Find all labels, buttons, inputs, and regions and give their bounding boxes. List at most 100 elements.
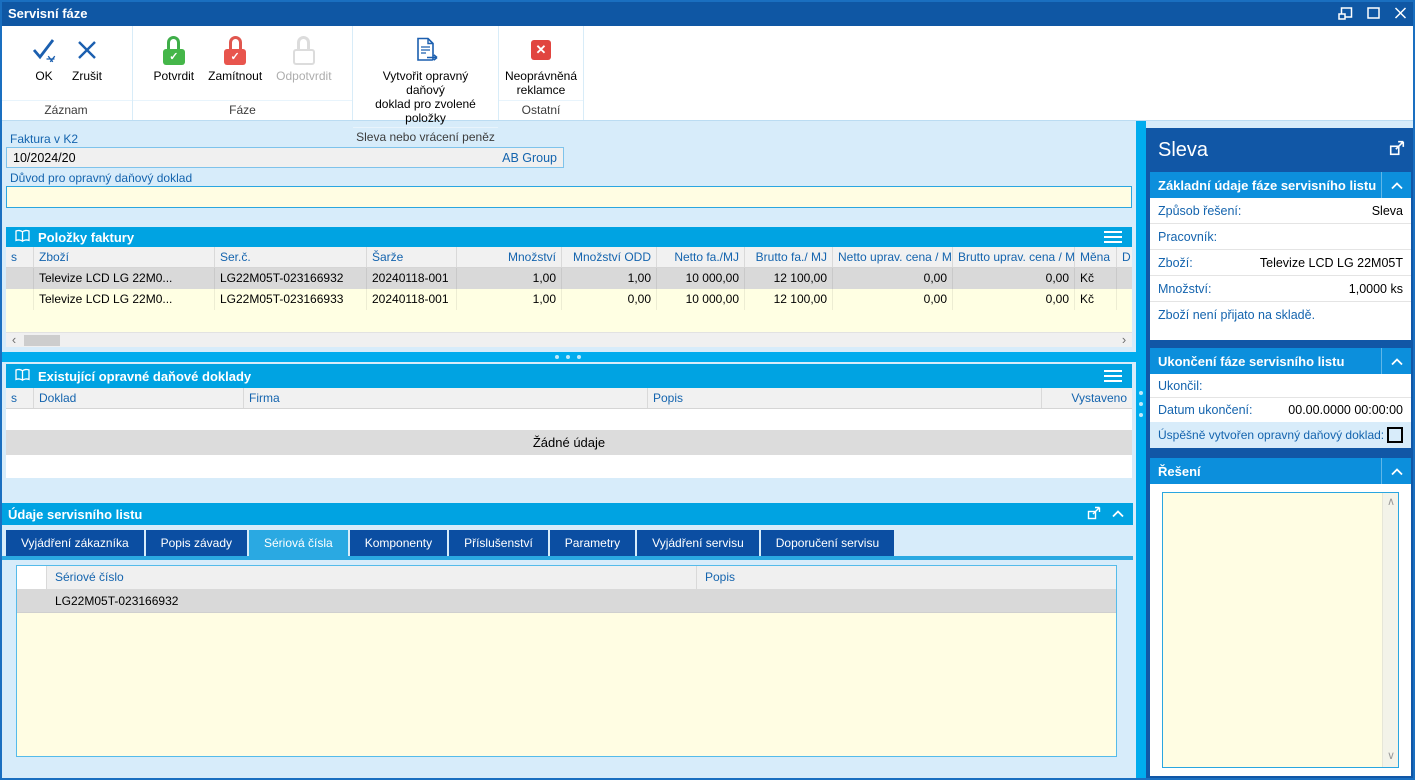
col-vystaveno[interactable]: Vystaveno bbox=[1071, 391, 1127, 405]
tab-parametry[interactable]: Parametry bbox=[549, 530, 636, 556]
scroll-right-icon[interactable]: › bbox=[1121, 332, 1127, 347]
empty-rows-area bbox=[6, 310, 1132, 332]
unconfirm-button: Odpotvrdit bbox=[270, 30, 337, 100]
tab-vyjadreni-servisu[interactable]: Vyjádření servisu bbox=[637, 530, 759, 556]
section-reseni: Řešení ∧ ∨ bbox=[1150, 458, 1411, 776]
lock-confirm-icon: ✓ bbox=[162, 34, 185, 66]
scroll-down-icon[interactable]: ∨ bbox=[1386, 750, 1396, 762]
col-netto-fa[interactable]: Netto fa./MJ bbox=[657, 247, 745, 267]
grid-menu-icon[interactable] bbox=[1102, 229, 1124, 245]
empty-row bbox=[6, 455, 1132, 478]
serial-numbers-table: Sériové číslo Popis LG22M05T-023166932 bbox=[16, 565, 1117, 757]
confirm-button-label: Potvrdit bbox=[153, 69, 195, 83]
tab-vyjadreni-zakaznika[interactable]: Vyjádření zákazníka bbox=[6, 530, 144, 556]
col-popis[interactable]: Popis bbox=[697, 566, 1116, 589]
close-icon[interactable] bbox=[1394, 7, 1407, 19]
scroll-left-icon[interactable]: ‹ bbox=[11, 332, 17, 347]
solution-textarea[interactable]: ∧ ∨ bbox=[1162, 492, 1399, 768]
col-mnozstvi-odd[interactable]: Množství ODD bbox=[562, 247, 657, 267]
group-caption-faze: Fáze bbox=[133, 100, 352, 120]
window-controls bbox=[1338, 6, 1407, 20]
col-brutto-uprav[interactable]: Brutto uprav. cena / MJ bbox=[953, 247, 1075, 267]
col-d[interactable]: D bbox=[1122, 250, 1131, 264]
col-s[interactable]: s bbox=[6, 388, 34, 408]
vertical-splitter[interactable] bbox=[1136, 121, 1146, 780]
col-doklad[interactable]: Doklad bbox=[34, 388, 244, 408]
reason-input[interactable] bbox=[6, 186, 1132, 208]
create-corrective-tax-document-button[interactable]: Vytvořit opravný daňový doklad pro zvole… bbox=[357, 30, 494, 127]
field-pracovnik: Pracovník: bbox=[1150, 224, 1411, 250]
window-title: Servisní fáze bbox=[8, 5, 88, 21]
col-brutto-fa[interactable]: Brutto fa./ MJ bbox=[745, 247, 833, 267]
ok-button-label: OK bbox=[35, 69, 53, 83]
maximize-icon[interactable] bbox=[1367, 7, 1380, 19]
book-icon bbox=[14, 229, 31, 246]
note-not-in-stock: Zboží není přijato na skladě. bbox=[1150, 302, 1411, 328]
invoice-items-column-headers: s Zboží Ser.č. Šarže Množství Množství O… bbox=[6, 247, 1132, 268]
tab-seriova-cisla[interactable]: Sériová čísla bbox=[249, 530, 348, 556]
confirm-button[interactable]: ✓ Potvrdit bbox=[147, 30, 200, 100]
col-s[interactable]: s bbox=[6, 247, 34, 267]
corrective-doc-created-checkbox[interactable] bbox=[1387, 427, 1403, 443]
unconfirm-button-label: Odpotvrdit bbox=[276, 69, 332, 83]
reason-field-label: Důvod pro opravný daňový doklad bbox=[10, 171, 193, 185]
table-row[interactable]: Televize LCD LG 22M0... LG22M05T-0231669… bbox=[6, 268, 1132, 289]
collapse-chevron-icon[interactable] bbox=[1381, 458, 1411, 484]
invoice-number: 10/2024/20 bbox=[13, 150, 76, 165]
group-faze: ✓ Potvrdit ✓ Zamítnout Odpotvrdit Fáze bbox=[133, 26, 353, 120]
tab-doporuceni-servisu[interactable]: Doporučení servisu bbox=[760, 530, 895, 556]
collapse-chevron-icon[interactable] bbox=[1381, 348, 1411, 374]
col-mena[interactable]: Měna bbox=[1075, 247, 1117, 267]
reject-button[interactable]: ✓ Zamítnout bbox=[202, 30, 268, 100]
ok-check-icon bbox=[30, 34, 58, 66]
lock-reject-icon: ✓ bbox=[224, 34, 247, 66]
horizontal-splitter[interactable] bbox=[0, 352, 1136, 362]
section-basic-data: Základní údaje fáze servisního listu Způ… bbox=[1150, 172, 1411, 340]
col-netto-uprav[interactable]: Netto uprav. cena / MJ bbox=[833, 247, 953, 267]
col-seriove-cislo[interactable]: Sériové číslo bbox=[47, 566, 697, 589]
col-sarze[interactable]: Šarže bbox=[367, 247, 457, 267]
invoice-field[interactable]: 10/2024/20 AB Group bbox=[6, 147, 564, 168]
cancel-button[interactable]: Zrušit bbox=[66, 30, 108, 100]
table-row[interactable]: Televize LCD LG 22M0... LG22M05T-0231669… bbox=[6, 289, 1132, 310]
tab-popis-zavady[interactable]: Popis závady bbox=[145, 530, 247, 556]
collapse-chevron-icon[interactable] bbox=[1111, 507, 1125, 522]
col-mnozstvi[interactable]: Množství bbox=[457, 247, 562, 267]
invoice-items-panel: Položky faktury s Zboží Ser.č. Šarže Mno… bbox=[6, 227, 1132, 347]
no-data-banner: Žádné údaje bbox=[6, 430, 1132, 455]
col-sercislo[interactable]: Ser.č. bbox=[215, 247, 367, 267]
dock-window-icon[interactable] bbox=[1338, 6, 1353, 20]
section-phase-completion: Ukončení fáze servisního listu Ukončil: … bbox=[1150, 348, 1411, 448]
service-sheet-title: Údaje servisního listu bbox=[8, 506, 143, 522]
unauthorized-claim-button[interactable]: ✕ Neoprávněná reklamce bbox=[499, 30, 583, 100]
group-caption-zaznam: Záznam bbox=[0, 100, 132, 120]
horizontal-scrollbar[interactable]: ‹ › bbox=[6, 332, 1132, 347]
section-phase-completion-header: Ukončení fáze servisního listu bbox=[1150, 348, 1411, 374]
popout-icon[interactable] bbox=[1389, 139, 1405, 162]
side-panel-title-bar: Sleva bbox=[1146, 128, 1415, 172]
corrective-docs-header: Existující opravné daňové doklady bbox=[6, 364, 1132, 388]
table-row[interactable]: LG22M05T-023166932 bbox=[17, 590, 1116, 613]
create-corrective-tax-document-label: Vytvořit opravný daňový doklad pro zvole… bbox=[375, 69, 476, 125]
scroll-up-icon[interactable]: ∧ bbox=[1386, 496, 1396, 508]
main-area: Faktura v K2 10/2024/20 AB Group Důvod p… bbox=[0, 121, 1136, 780]
cancel-button-label: Zrušit bbox=[72, 69, 102, 83]
field-zpusob-reseni: Způsob řešení: Sleva bbox=[1150, 198, 1411, 224]
vertical-scrollbar[interactable]: ∧ ∨ bbox=[1382, 493, 1398, 767]
document-arrow-icon bbox=[412, 34, 440, 66]
scrollbar-thumb[interactable] bbox=[24, 335, 60, 346]
side-panel-title: Sleva bbox=[1158, 138, 1209, 161]
section-basic-data-header: Základní údaje fáze servisního listu bbox=[1150, 172, 1411, 198]
popout-icon[interactable] bbox=[1087, 506, 1101, 523]
col-popis[interactable]: Popis bbox=[648, 388, 1042, 408]
titlebar: Servisní fáze bbox=[0, 0, 1415, 26]
tab-prislusenstvi[interactable]: Příslušenství bbox=[449, 530, 548, 556]
col-zbozi[interactable]: Zboží bbox=[34, 247, 215, 267]
tab-komponenty[interactable]: Komponenty bbox=[349, 530, 448, 556]
collapse-chevron-icon[interactable] bbox=[1381, 172, 1411, 198]
corrective-docs-column-headers: s Doklad Firma Popis Vystaveno bbox=[6, 388, 1132, 409]
ribbon-toolbar: OK Zrušit Záznam ✓ Potvrdit ✓ Zamítnout bbox=[0, 26, 1415, 144]
col-firma[interactable]: Firma bbox=[244, 388, 648, 408]
ok-button[interactable]: OK bbox=[24, 30, 64, 100]
grid-menu-icon[interactable] bbox=[1102, 368, 1124, 384]
